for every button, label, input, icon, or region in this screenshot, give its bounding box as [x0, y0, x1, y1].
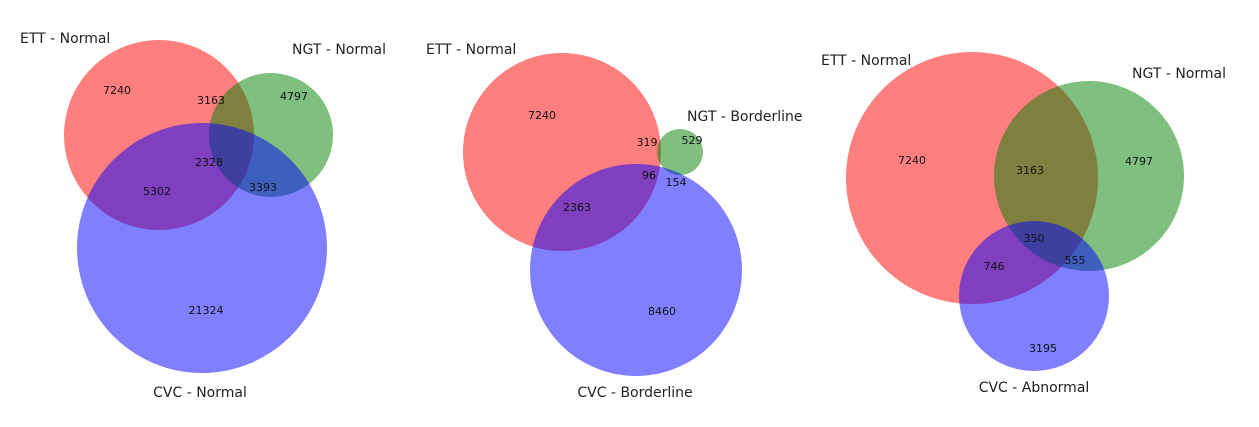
venn-1-set-label-c: CVC - Normal [153, 385, 247, 401]
venn-2-region-ab-only: 319 [637, 136, 658, 149]
venn-1-circle-c [77, 123, 327, 373]
venn-1-region-ab-only: 3163 [197, 94, 225, 107]
venn-1-set-label-a: ETT - Normal [20, 31, 110, 47]
venn-3-set-label-a: ETT - Normal [821, 53, 911, 69]
venn-1-region-a-only: 7240 [103, 84, 131, 97]
venn-3-region-a-only: 7240 [898, 154, 926, 167]
venn-2-region-bc-only: 154 [666, 176, 687, 189]
venn-1-region-ac-only: 5302 [143, 185, 171, 198]
venn-3-set-label-c: CVC - Abnormal [979, 380, 1090, 396]
venn-2-region-abc: 96 [642, 169, 656, 182]
venn-1-region-c-only: 21324 [189, 304, 224, 317]
venn-2-region-b-only: 529 [682, 134, 703, 147]
venn-diagram-2: ETT - Normal NGT - Borderline CVC - Bord… [426, 42, 803, 401]
venn-2-region-a-only: 7240 [528, 109, 556, 122]
venn-3-region-bc-only: 555 [1065, 254, 1086, 267]
venn-2-circle-c [530, 164, 742, 376]
venn-diagram-3: ETT - Normal NGT - Normal CVC - Abnormal… [821, 52, 1226, 396]
venn-3-region-ac-only: 746 [984, 260, 1005, 273]
venn-3-set-label-b: NGT - Normal [1132, 66, 1226, 82]
venn-3-region-b-only: 4797 [1125, 155, 1153, 168]
venn-diagram-1: ETT - Normal NGT - Normal CVC - Normal 7… [20, 31, 386, 401]
venn-2-set-label-b: NGT - Borderline [687, 109, 803, 125]
venn-2-set-label-a: ETT - Normal [426, 42, 516, 58]
venn-2-region-c-only: 8460 [648, 305, 676, 318]
venn-2-circle-b [657, 129, 703, 175]
venn-3-circle-c [959, 221, 1109, 371]
venn-3-region-c-only: 3195 [1029, 342, 1057, 355]
venn-1-set-label-b: NGT - Normal [292, 42, 386, 58]
venn-1-region-b-only: 4797 [280, 90, 308, 103]
venn-3-region-abc: 350 [1024, 232, 1045, 245]
venn-2-set-label-c: CVC - Borderline [577, 385, 692, 401]
venn-2-region-ac-only: 2363 [563, 201, 591, 214]
venn-1-region-bc-only: 3393 [249, 181, 277, 194]
venn-1-region-abc: 2328 [195, 156, 223, 169]
venn-3-region-ab-only: 3163 [1016, 164, 1044, 177]
